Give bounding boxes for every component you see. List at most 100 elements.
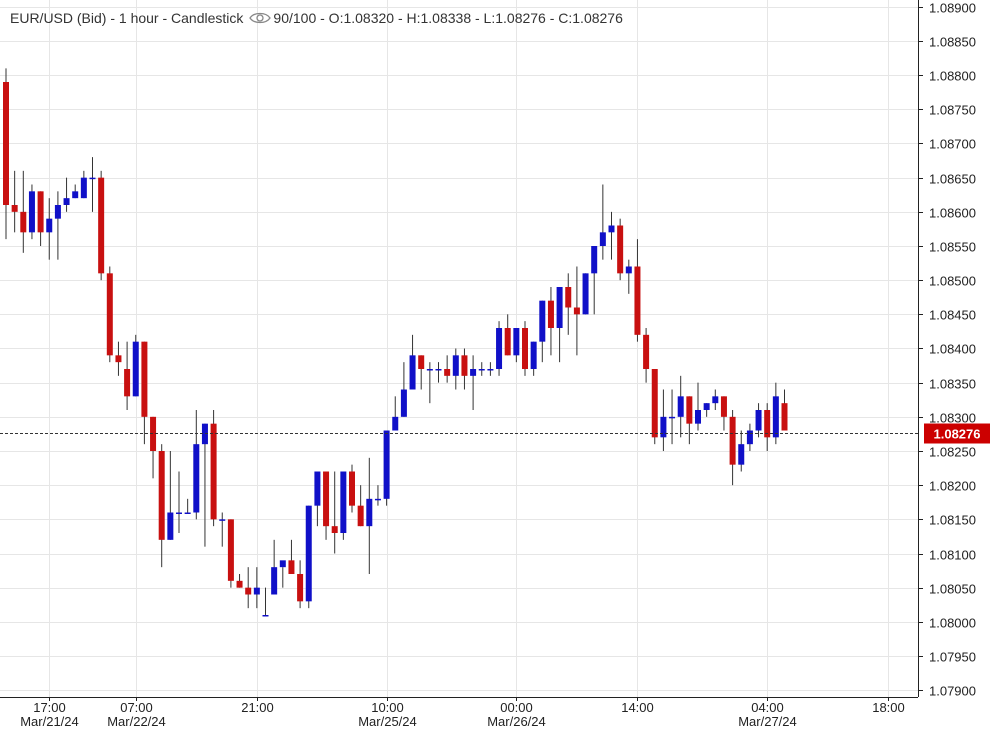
y-tick-label: 1.08400 [929,342,976,357]
candle-down [150,416,157,451]
grid [0,0,918,697]
candle-up [625,266,632,274]
y-tick-label: 1.08450 [929,308,976,323]
x-tick-date: Mar/22/24 [107,714,166,729]
candle-up [539,300,546,342]
y-tick-label: 1.08300 [929,411,976,426]
candle-down [634,266,641,335]
candle-up [63,198,70,205]
y-tick-label: 1.08800 [929,69,976,84]
x-tick-date: Mar/27/24 [738,714,797,729]
candle-down [643,334,650,369]
candle-down [764,410,771,438]
candle-down [357,505,364,527]
candle-up [599,232,606,246]
candle-down [349,471,355,506]
candle-up [366,498,373,527]
candle-up [703,403,710,410]
y-tick-label: 1.08050 [929,582,976,597]
candle-up [530,341,537,369]
candle-up [340,471,347,533]
eye-icon [249,12,272,24]
candle-up [452,355,459,376]
candle-down [418,355,425,369]
candle-down [236,580,243,588]
candle-down [781,403,788,431]
candle-up [374,498,381,501]
candle-up [677,396,684,417]
candle-up [608,225,615,233]
candle-up [435,369,442,371]
candle-up [201,423,208,445]
candle-up [193,444,200,513]
x-tick-time: 00:00 [500,700,533,715]
candle-down [98,177,105,274]
candle-down [11,205,18,212]
candle-down [323,471,330,527]
y-tick-label: 1.08000 [929,616,976,631]
candle-up [219,519,226,521]
y-tick-label: 1.08550 [929,240,976,255]
candle-up [470,369,477,376]
candle-down [141,341,148,417]
y-tick-label: 1.08850 [929,35,976,50]
candle-up [305,505,312,602]
candle-down [106,273,113,356]
view-count: 90/100 [273,10,317,26]
chart-info-bar: EUR/USD (Bid) - 1 hour - Candlestick 90/… [10,10,623,26]
candle-up [582,273,589,315]
candle-down [297,574,304,602]
candle-up [496,328,503,369]
candle-up [28,191,35,233]
x-tick-date: Mar/26/24 [487,714,546,729]
candle-down [461,355,468,376]
x-tick-time: 04:00 [751,700,784,715]
y-tick-label: 1.08200 [929,479,976,494]
candle-down [522,328,528,369]
y-tick-label: 1.08700 [929,137,976,152]
candle-up [513,328,520,356]
last-price-label: 1.08276 [934,427,981,442]
candle-up [772,396,779,438]
candle-up [660,416,667,438]
candles [0,68,918,617]
candle-up [89,177,96,180]
candle-up [712,396,719,404]
candle-up [478,369,485,371]
x-tick-time: 14:00 [621,700,654,715]
ohlc-readout: - O:1.08320 - H:1.08338 - L:1.08276 - C:… [320,10,623,26]
candle-down [227,519,234,581]
candle-up [409,355,416,390]
y-tick-label: 1.08500 [929,274,976,289]
x-tick-date: Mar/25/24 [358,714,417,729]
candle-down [245,587,252,595]
candle-down [617,225,624,274]
chart-title: EUR/USD (Bid) - 1 hour - Candlestick [10,10,244,26]
candle-down [573,307,580,315]
y-tick-label: 1.08900 [929,1,976,16]
y-tick-label: 1.08650 [929,172,976,187]
candle-up [755,410,762,431]
candle-up [279,560,286,568]
candle-up [738,444,745,465]
candle-down [37,191,44,233]
candle-up [132,341,139,397]
candle-up [184,512,191,514]
y-tick-label: 1.08250 [929,445,976,460]
candle-up [314,471,321,506]
candle-down [124,369,131,397]
candle-down [210,423,217,520]
candle-up [383,430,390,499]
candle-down [547,300,554,328]
candle-up [271,567,278,595]
candle-down [331,526,338,533]
y-tick-label: 1.08600 [929,206,976,221]
x-tick-time: 18:00 [872,700,905,715]
candle-up [46,218,53,233]
candle-up [487,369,494,371]
candle-up [253,587,260,595]
candle-down [565,287,572,308]
